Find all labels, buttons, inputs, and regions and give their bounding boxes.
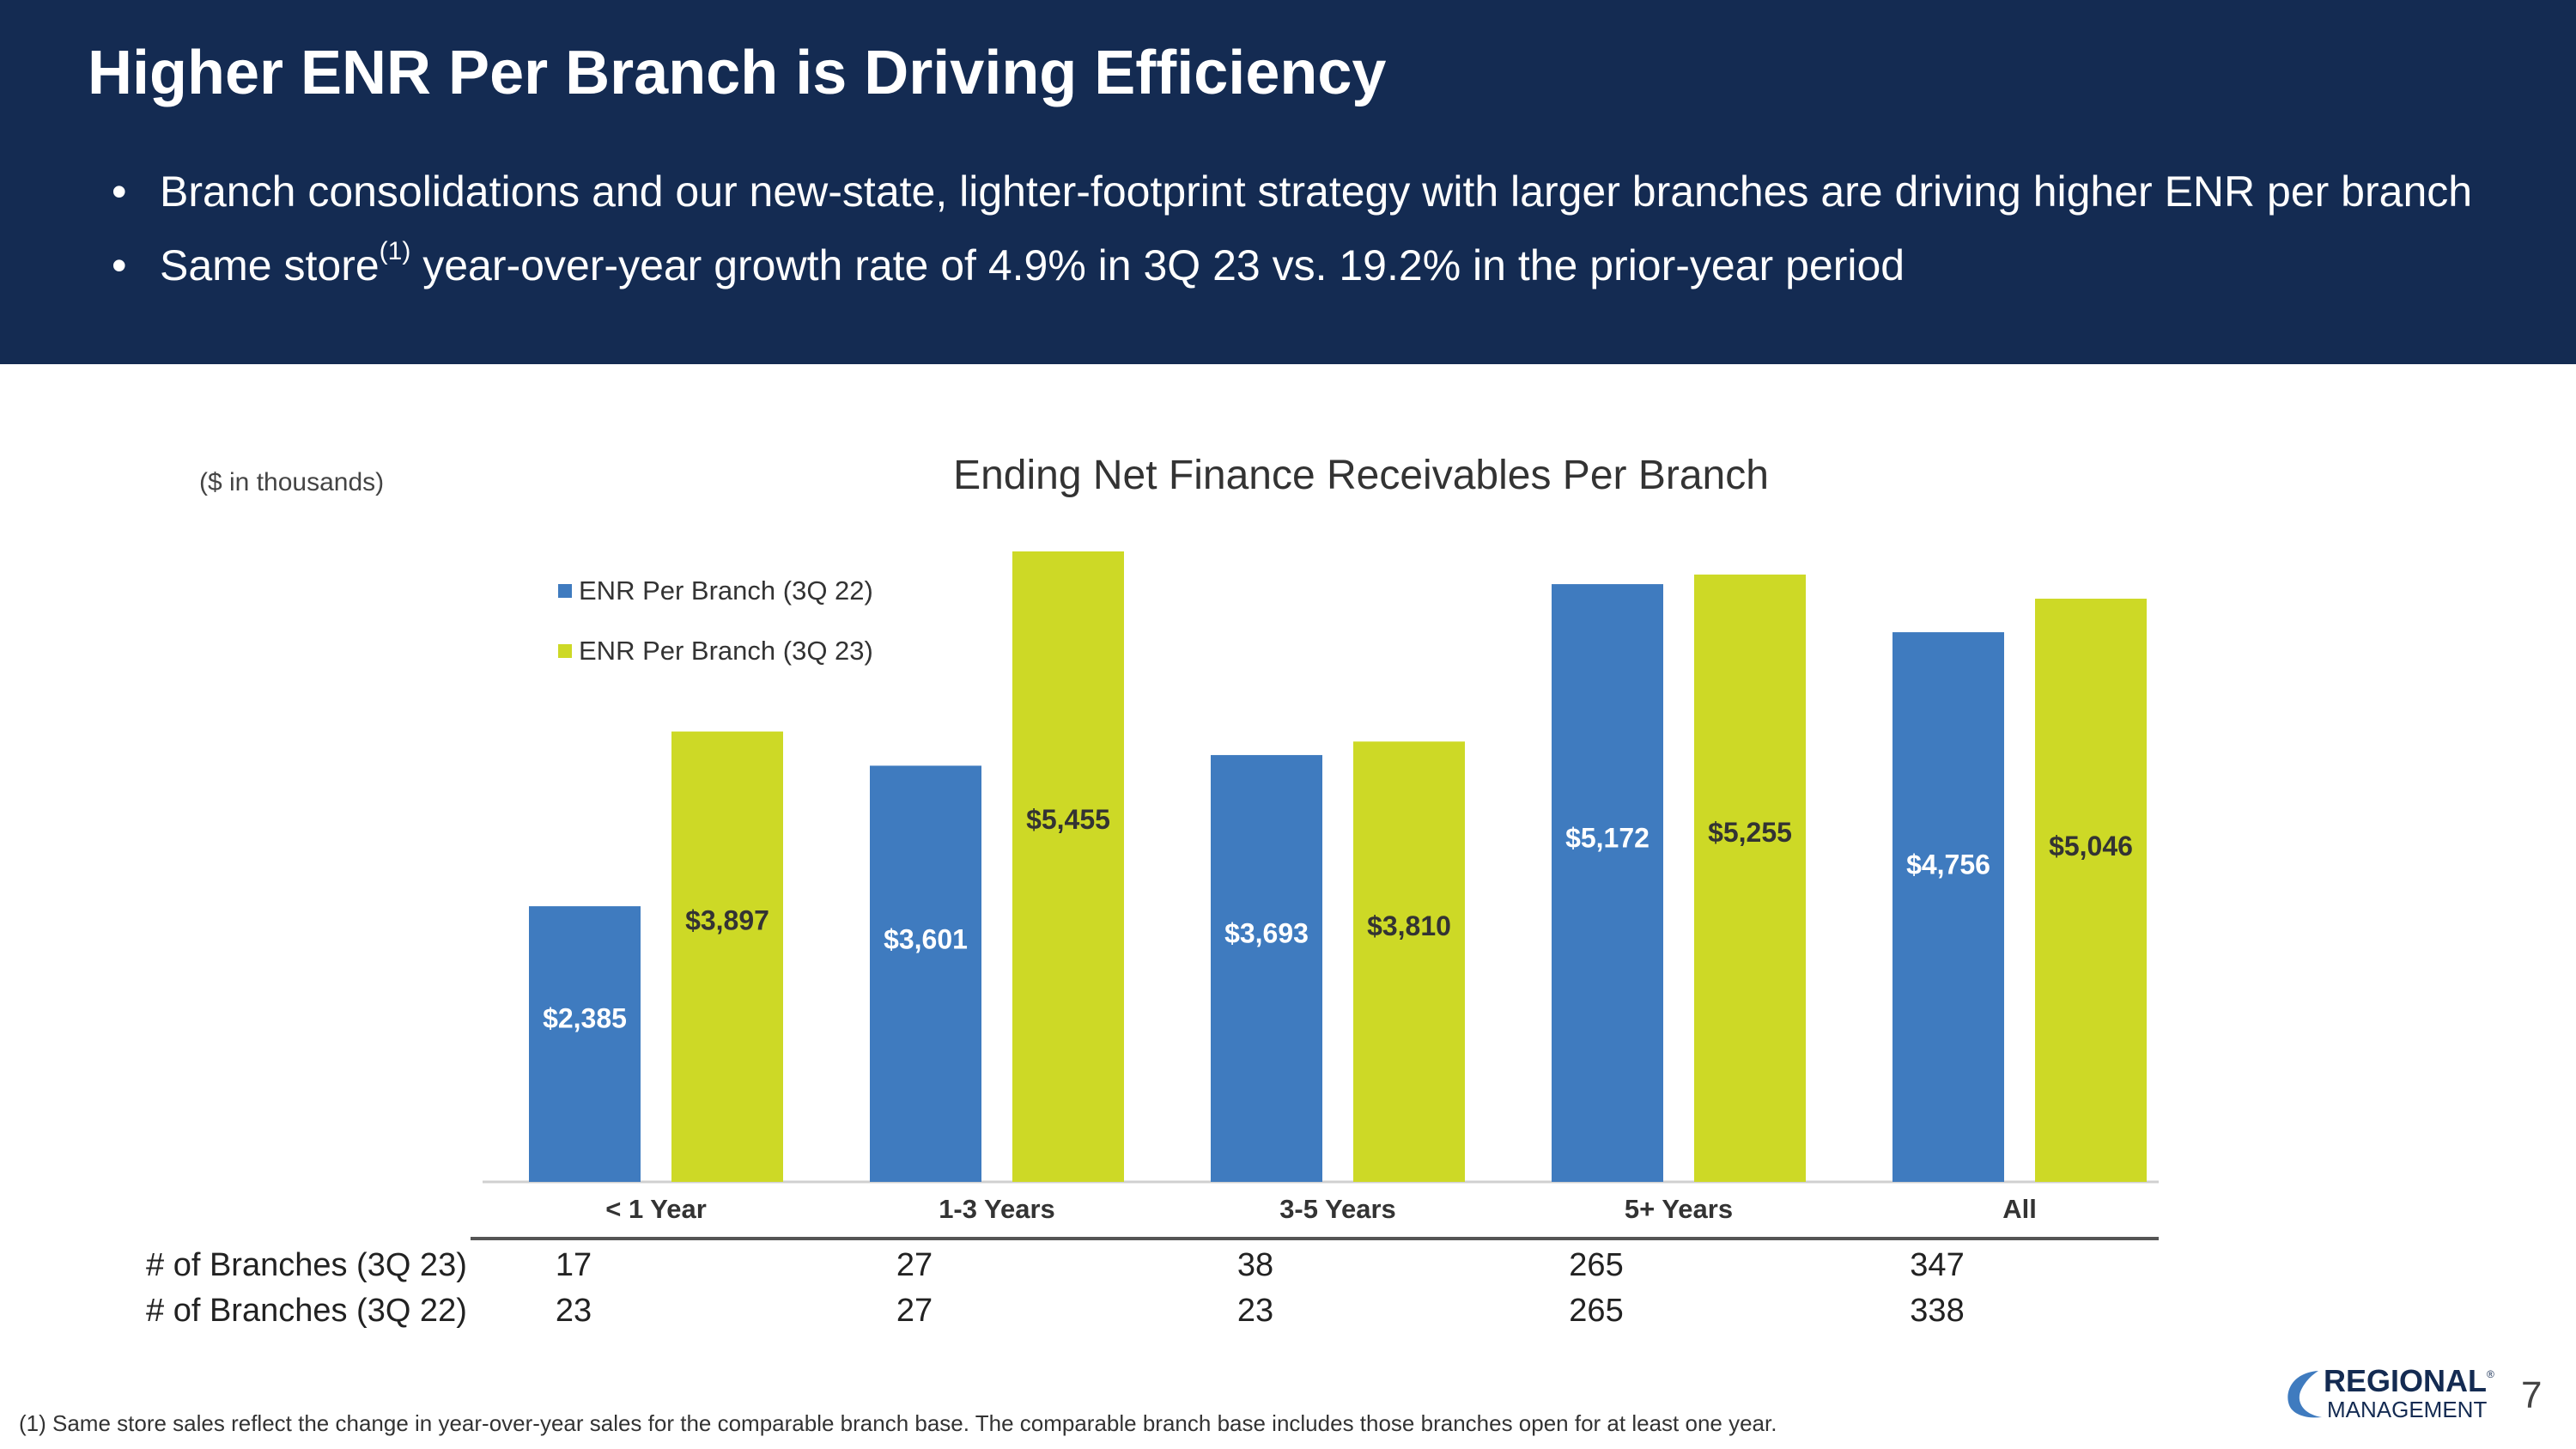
footnote: (1) Same store sales reflect the change … <box>19 1410 1777 1436</box>
bullet-2-text-end: year-over-year growth rate of 4.9% in 3Q… <box>410 241 1905 289</box>
page-number: 7 <box>2521 1374 2543 1416</box>
units-note: ($ in thousands) <box>199 468 385 496</box>
x-tick-label-4: All <box>2002 1194 2037 1224</box>
bullet-1: Branch consolidations and our new-state,… <box>112 155 2472 228</box>
x-tick-label-0: < 1 Year <box>605 1194 707 1224</box>
data-label-3q22-0: $2,385 <box>543 1002 627 1033</box>
data-label-3q23-4: $5,046 <box>2049 831 2133 861</box>
regional-management-logo: REGIONAL ® MANAGEMENT <box>2287 1366 2494 1421</box>
bar-3q22-3 <box>1552 584 1663 1182</box>
logo-line-1: REGIONAL <box>2324 1366 2487 1398</box>
branch-count-0-1: 27 <box>896 1247 933 1283</box>
bar-3q23-2 <box>1353 741 1465 1182</box>
bar-3q23-1 <box>1012 551 1124 1182</box>
data-label-3q23-2: $3,810 <box>1367 910 1451 941</box>
bar-3q23-4 <box>2035 599 2147 1182</box>
legend-label-3q22: ENR Per Branch (3Q 22) <box>579 575 873 606</box>
x-tick-label-3: 5+ Years <box>1625 1194 1733 1224</box>
bar-3q23-0 <box>671 731 783 1182</box>
branch-count-1-4: 338 <box>1910 1293 1965 1329</box>
branch-count-0-4: 347 <box>1910 1247 1965 1283</box>
data-label-3q23-3: $5,255 <box>1708 817 1792 848</box>
data-label-3q22-4: $4,756 <box>1906 849 1990 880</box>
branch-count-1-0: 23 <box>555 1293 592 1329</box>
x-tick-label-1: 1-3 Years <box>939 1194 1055 1224</box>
bar-3q22-0 <box>529 906 641 1182</box>
bar-3q22-4 <box>1893 632 2004 1182</box>
bullet-list: Branch consolidations and our new-state,… <box>112 155 2472 302</box>
data-label-3q22-2: $3,693 <box>1224 918 1309 949</box>
data-label-3q22-1: $3,601 <box>884 924 968 955</box>
legend-swatch-3q22 <box>558 584 572 598</box>
bullet-2-text-start: Same store <box>160 241 380 289</box>
page-title: Higher ENR Per Branch is Driving Efficie… <box>88 39 1387 107</box>
branch-count-0-3: 265 <box>1569 1247 1624 1283</box>
branch-count-1-1: 27 <box>896 1293 933 1329</box>
legend-label-3q23: ENR Per Branch (3Q 23) <box>579 636 873 666</box>
header-banner: Higher ENR Per Branch is Driving Efficie… <box>0 0 2576 364</box>
x-tick-label-2: 3-5 Years <box>1279 1194 1396 1224</box>
footnote-ref: (1) <box>379 237 411 266</box>
bar-3q22-2 <box>1211 755 1322 1182</box>
chart-title: Ending Net Finance Receivables Per Branc… <box>953 453 1769 498</box>
data-label-3q23-1: $5,455 <box>1026 804 1110 835</box>
legend-swatch-3q23 <box>558 644 572 658</box>
branch-count-1-2: 23 <box>1236 1293 1274 1329</box>
logo-swoosh-icon <box>2287 1371 2322 1418</box>
bar-3q22-1 <box>870 765 981 1182</box>
branch-row-label-1: # of Branches (3Q 22) <box>146 1293 467 1329</box>
branch-count-0-0: 17 <box>555 1247 592 1283</box>
branch-count-1-3: 265 <box>1569 1293 1624 1329</box>
logo-mark: ® <box>2487 1368 2494 1380</box>
data-label-3q22-3: $5,172 <box>1565 822 1649 853</box>
bar-3q23-3 <box>1694 574 1806 1182</box>
branch-count-0-2: 38 <box>1236 1247 1274 1283</box>
branch-row-label-0: # of Branches (3Q 23) <box>146 1247 467 1283</box>
logo-line-2: MANAGEMENT <box>2327 1397 2487 1421</box>
bullet-1-text: Branch consolidations and our new-state,… <box>160 167 2473 216</box>
bullet-2: Same store(1) year-over-year growth rate… <box>112 228 2472 302</box>
data-label-3q23-0: $3,897 <box>685 904 769 935</box>
